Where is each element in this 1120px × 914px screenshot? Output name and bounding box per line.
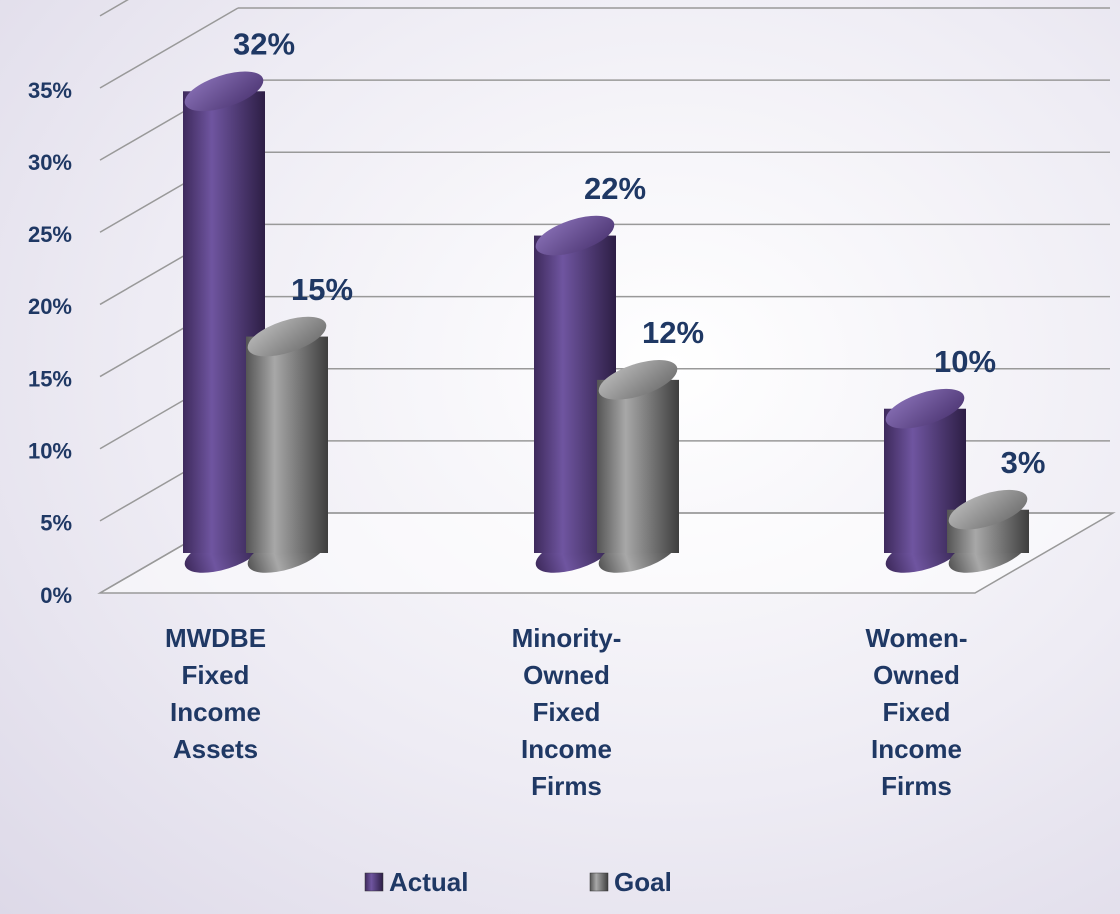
y-tick-label: 10% xyxy=(28,439,72,464)
bar-top xyxy=(535,215,615,256)
x-tick-label: MWDBE Fixed Income Assets xyxy=(164,623,267,764)
data-label: 32% xyxy=(233,26,295,61)
legend-swatch xyxy=(364,872,384,892)
bar xyxy=(597,379,679,553)
legend-label: Actual xyxy=(389,867,468,897)
y-tick-label: 25% xyxy=(28,222,72,247)
data-label: 12% xyxy=(642,315,704,350)
y-tick-label: 5% xyxy=(40,511,72,536)
x-tick-label: Minority-Owned Fixed Income Firms xyxy=(511,623,622,801)
frame-line xyxy=(99,0,129,17)
bar-top xyxy=(247,316,327,357)
data-label: 3% xyxy=(1001,445,1046,480)
bar-top xyxy=(598,360,678,400)
y-tick-label: 20% xyxy=(28,294,72,319)
y-tick-label: 30% xyxy=(28,150,72,175)
bar-top xyxy=(184,71,264,112)
y-tick-label: 35% xyxy=(28,78,72,103)
bar xyxy=(246,336,328,553)
data-label: 10% xyxy=(934,344,996,379)
bar-top xyxy=(948,489,1028,530)
y-tick-label: 15% xyxy=(28,366,72,391)
x-tick-label: Women-Owned Fixed Income Firms xyxy=(865,623,968,801)
grid-line xyxy=(99,7,239,89)
legend-label: Goal xyxy=(614,867,672,897)
data-label: 15% xyxy=(291,272,353,307)
bar-top xyxy=(885,388,965,429)
legend-swatch xyxy=(589,872,609,892)
y-tick-label: 0% xyxy=(40,583,72,608)
data-label: 22% xyxy=(584,171,646,206)
